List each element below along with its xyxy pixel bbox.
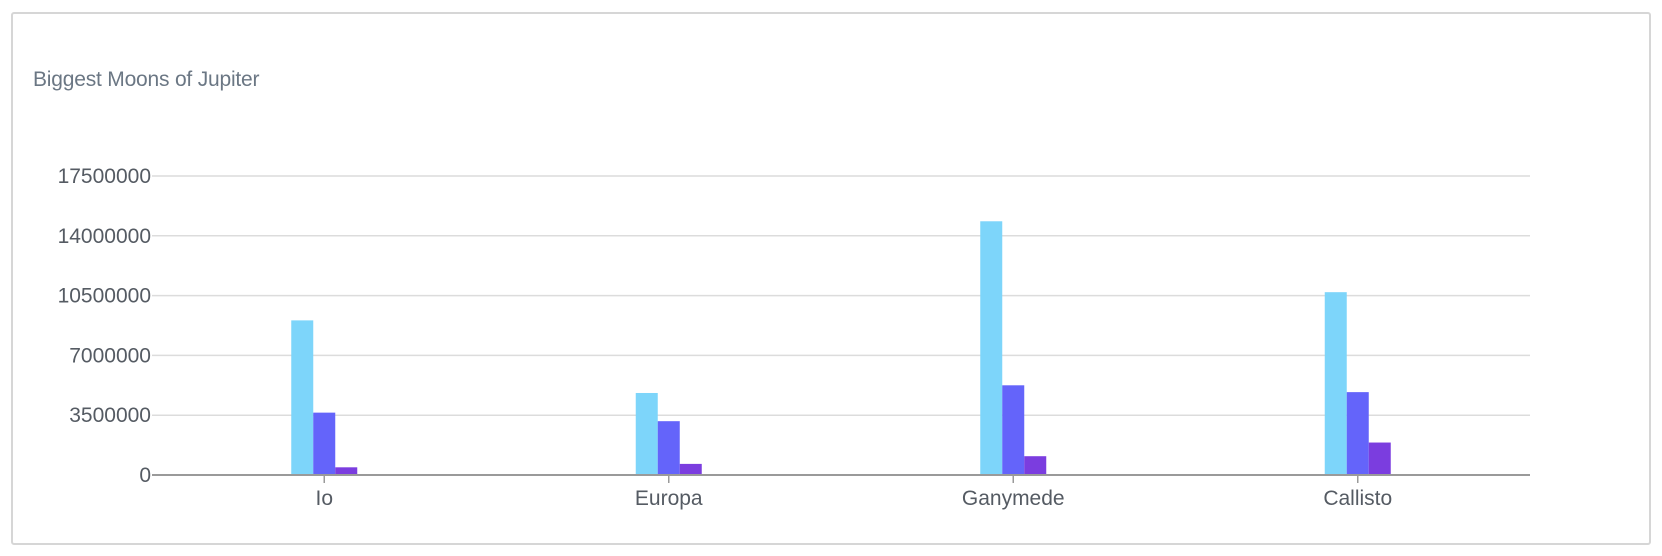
- bar: [291, 320, 314, 475]
- x-tick-label: Europa: [635, 487, 703, 510]
- x-tick-label: Ganymede: [962, 487, 1065, 510]
- bar: [1024, 456, 1047, 475]
- y-tick-label: 0: [139, 464, 151, 487]
- y-tick-label: 10500000: [58, 285, 151, 308]
- y-tick-label: 7000000: [69, 344, 151, 367]
- chart-title: Biggest Moons of Jupiter: [33, 68, 260, 91]
- bar: [1368, 442, 1391, 475]
- bar: [980, 221, 1003, 475]
- bar: [313, 412, 336, 475]
- bar: [1346, 392, 1369, 475]
- bar: [1002, 385, 1025, 475]
- y-tick-label: 17500000: [58, 165, 151, 188]
- bar: [657, 421, 680, 475]
- y-tick-label: 14000000: [58, 225, 151, 248]
- x-tick-label: Callisto: [1323, 487, 1392, 510]
- chart-card: Biggest Moons of Jupiter: [11, 12, 1651, 545]
- bar: [679, 463, 702, 475]
- bar: [635, 392, 658, 475]
- bar: [335, 467, 358, 475]
- x-tick-label: Io: [315, 487, 333, 510]
- y-tick-label: 3500000: [69, 404, 151, 427]
- bar: [1324, 292, 1347, 475]
